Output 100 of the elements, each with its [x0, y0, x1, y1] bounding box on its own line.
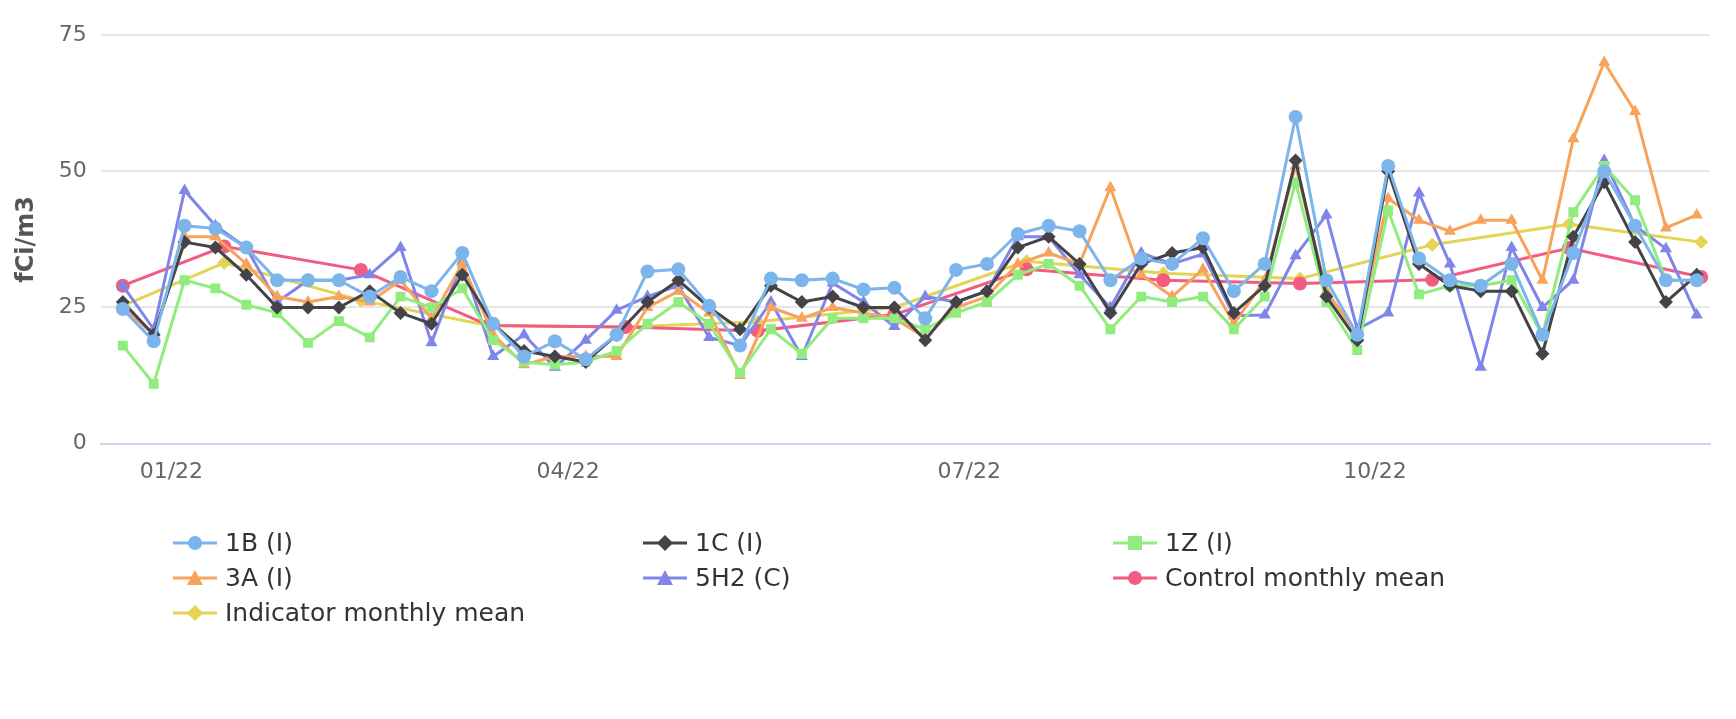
- x-tick-label: 01/22: [139, 457, 204, 483]
- point: [1382, 305, 1395, 317]
- point: [1195, 231, 1210, 246]
- point: [547, 334, 562, 349]
- point: [1505, 213, 1518, 224]
- point: [765, 324, 776, 335]
- point: [395, 291, 406, 302]
- point: [1156, 273, 1171, 288]
- point: [333, 316, 344, 327]
- point: [982, 297, 992, 307]
- point: [1196, 262, 1210, 273]
- point: [671, 262, 686, 277]
- point: [1536, 300, 1549, 311]
- point: [951, 307, 962, 318]
- point: [704, 318, 715, 329]
- y-tick-label: 0: [72, 429, 87, 455]
- point: [1292, 276, 1307, 291]
- point: [271, 289, 284, 301]
- point: [1598, 55, 1611, 66]
- point: [1566, 229, 1581, 244]
- point: [332, 289, 345, 301]
- point: [1228, 324, 1239, 335]
- point: [1136, 291, 1147, 302]
- point: [394, 240, 407, 252]
- legend-label: Control monthly mean: [1165, 563, 1446, 592]
- point: [1443, 224, 1456, 235]
- y-tick-label: 75: [58, 20, 87, 46]
- point: [979, 256, 994, 271]
- point: [1259, 291, 1270, 302]
- point: [1167, 297, 1178, 307]
- point: [856, 300, 871, 315]
- y-axis-title: fCi/m3: [10, 196, 39, 283]
- point: [1258, 308, 1271, 319]
- point: [1690, 308, 1703, 319]
- point: [949, 262, 964, 277]
- point: [424, 316, 439, 331]
- point: [1474, 213, 1487, 224]
- point: [1320, 207, 1333, 219]
- point: [364, 332, 375, 343]
- point: [949, 295, 964, 310]
- x-tick-label: 04/22: [536, 457, 600, 483]
- point: [1412, 251, 1427, 266]
- point: [208, 240, 223, 255]
- point: [1425, 237, 1440, 252]
- point: [979, 284, 994, 299]
- point: [827, 313, 838, 324]
- point: [363, 267, 376, 279]
- point: [210, 283, 221, 294]
- point: [301, 273, 316, 288]
- point: [918, 311, 933, 326]
- point: [239, 267, 254, 282]
- point: [457, 283, 468, 294]
- point: [919, 289, 932, 301]
- point: [642, 318, 653, 329]
- point: [177, 218, 192, 233]
- point: [1072, 224, 1087, 239]
- point: [208, 221, 223, 236]
- point: [1043, 258, 1054, 269]
- point: [795, 311, 808, 322]
- legend-label: 5H2 (C): [695, 563, 791, 592]
- x-tick-label: 10/22: [1343, 457, 1407, 483]
- point: [1536, 273, 1549, 284]
- point: [1012, 269, 1023, 280]
- point: [1567, 273, 1580, 284]
- point: [794, 295, 809, 310]
- point: [1443, 256, 1456, 268]
- point: [673, 297, 684, 307]
- point: [1074, 280, 1085, 291]
- point: [825, 271, 840, 286]
- point: [331, 273, 346, 288]
- point: [146, 334, 161, 349]
- point: [488, 335, 499, 346]
- point: [455, 246, 470, 261]
- point: [1535, 346, 1550, 361]
- point: [1659, 220, 1672, 232]
- point: [1630, 195, 1640, 206]
- point: [1658, 295, 1673, 310]
- point: [640, 264, 655, 279]
- point: [1505, 240, 1518, 252]
- point: [1134, 251, 1149, 266]
- point: [858, 313, 869, 324]
- point: [178, 183, 191, 194]
- point: [115, 302, 130, 317]
- point: [1226, 284, 1241, 299]
- y-tick-label: 25: [58, 293, 87, 319]
- point: [1504, 284, 1519, 299]
- point: [362, 289, 377, 304]
- point: [1103, 305, 1118, 320]
- point: [1257, 278, 1272, 293]
- point: [240, 256, 253, 268]
- point: [331, 300, 346, 315]
- point: [579, 333, 592, 344]
- point: [918, 333, 933, 348]
- point: [1319, 289, 1334, 304]
- point: [671, 273, 686, 288]
- legend-label: 1Z (I): [1165, 528, 1233, 557]
- point: [1011, 256, 1024, 268]
- point: [1288, 153, 1303, 168]
- point: [1288, 109, 1303, 124]
- point: [1659, 241, 1672, 253]
